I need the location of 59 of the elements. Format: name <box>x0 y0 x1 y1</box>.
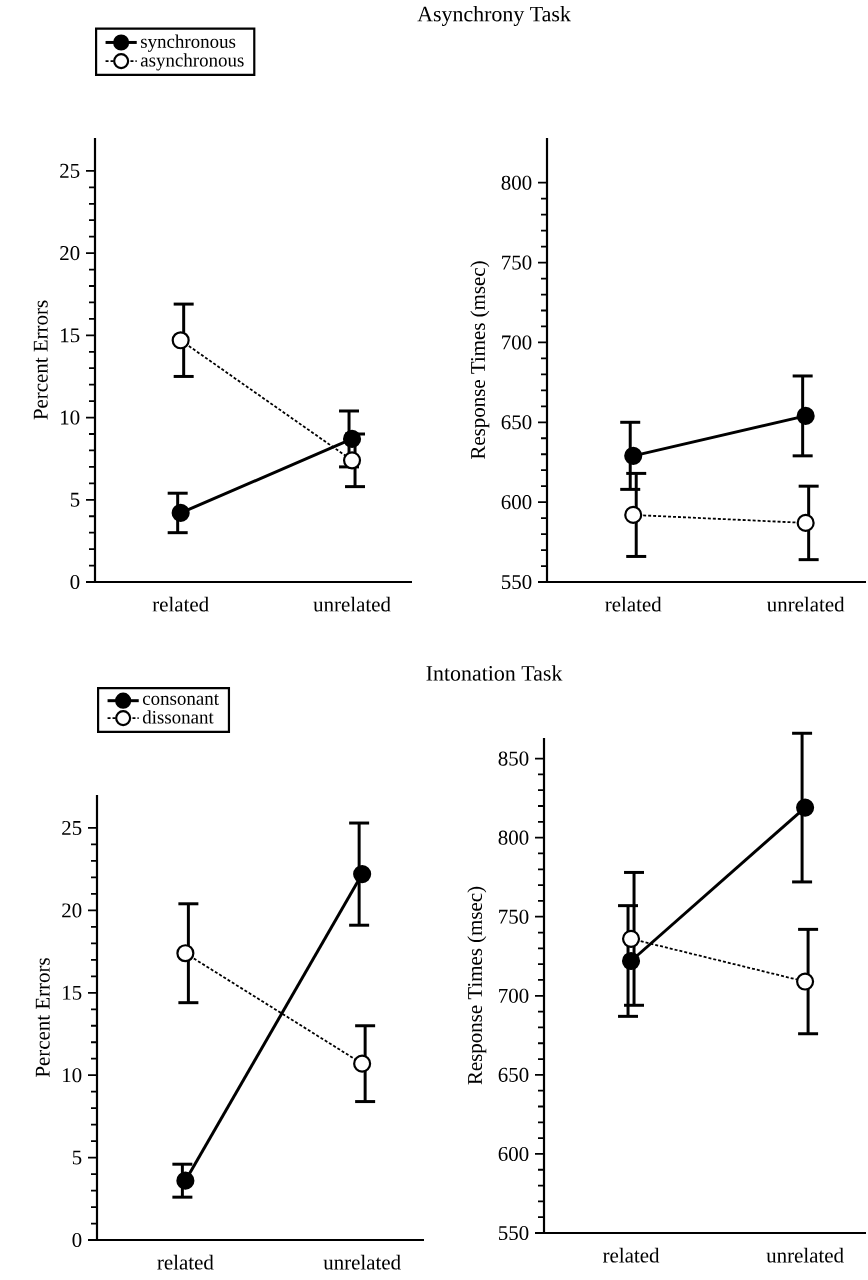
y-tick-label: 800 <box>501 175 532 190</box>
point <box>342 451 362 470</box>
point <box>796 406 815 425</box>
y-tick-label: 850 <box>498 751 529 766</box>
x-tick-label: unrelated <box>323 1254 401 1270</box>
y-axis-title: Percent Errors <box>33 300 48 420</box>
y-tick-label: 5 <box>70 492 80 507</box>
point <box>342 429 362 449</box>
y-tick-label: 0 <box>72 1232 82 1248</box>
y-tick-label: 700 <box>502 335 532 350</box>
y-tick-label: 650 <box>498 1067 529 1082</box>
text: Asynchrony Task <box>417 6 571 26</box>
x-tick-label: related <box>605 596 662 612</box>
point <box>353 865 372 884</box>
y-tick-label: 0 <box>70 574 80 590</box>
y-tick-label: 5 <box>72 1150 82 1165</box>
point <box>171 331 190 350</box>
point <box>796 972 815 991</box>
y-tick-label: 15 <box>63 985 82 1000</box>
point <box>171 503 190 523</box>
y-tick-label: 750 <box>502 255 532 270</box>
y-tick-label: 700 <box>499 988 529 1003</box>
y-tick-label: 10 <box>63 1068 82 1083</box>
y-tick-label: 20 <box>60 246 80 261</box>
point <box>796 798 815 817</box>
point <box>353 1054 372 1073</box>
x-tick-label: unrelated <box>766 1247 844 1263</box>
y-tick-label: 10 <box>61 410 80 425</box>
point <box>796 513 815 532</box>
x-tick-label: related <box>603 1247 660 1263</box>
legend-label: consonant <box>142 694 219 705</box>
y-axis-title: Percent Errors <box>35 958 50 1078</box>
y-tick-label: 15 <box>61 328 80 343</box>
y-axis-title: Response Times (msec) <box>470 261 490 459</box>
y-tick-label: 25 <box>60 163 80 178</box>
point <box>624 446 643 465</box>
legend-label: synchronous <box>141 34 236 52</box>
text: Intonation Task <box>426 665 563 681</box>
legend-label: asynchronous <box>140 53 244 71</box>
y-tick-label: 20 <box>62 903 82 918</box>
y-tick-label: 25 <box>62 820 82 835</box>
point <box>621 951 641 971</box>
y-tick-label: 650 <box>501 415 532 430</box>
y-tick-label: 600 <box>501 495 532 510</box>
y-tick-label: 800 <box>498 830 529 845</box>
y-tick-label: 750 <box>499 909 529 924</box>
point <box>176 1171 195 1190</box>
x-tick-label: unrelated <box>767 596 845 612</box>
x-tick-label: related <box>152 596 209 612</box>
point <box>624 505 643 524</box>
point <box>176 944 195 963</box>
y-axis-title: Response Times (msec) <box>467 886 487 1085</box>
x-tick-label: unrelated <box>313 596 391 612</box>
legend-label: dissonant <box>142 710 214 724</box>
x-tick-label: related <box>157 1254 214 1270</box>
y-tick-label: 550 <box>499 1225 529 1241</box>
y-tick-label: 550 <box>502 574 532 590</box>
y-tick-label: 600 <box>498 1146 529 1161</box>
point <box>621 929 641 948</box>
